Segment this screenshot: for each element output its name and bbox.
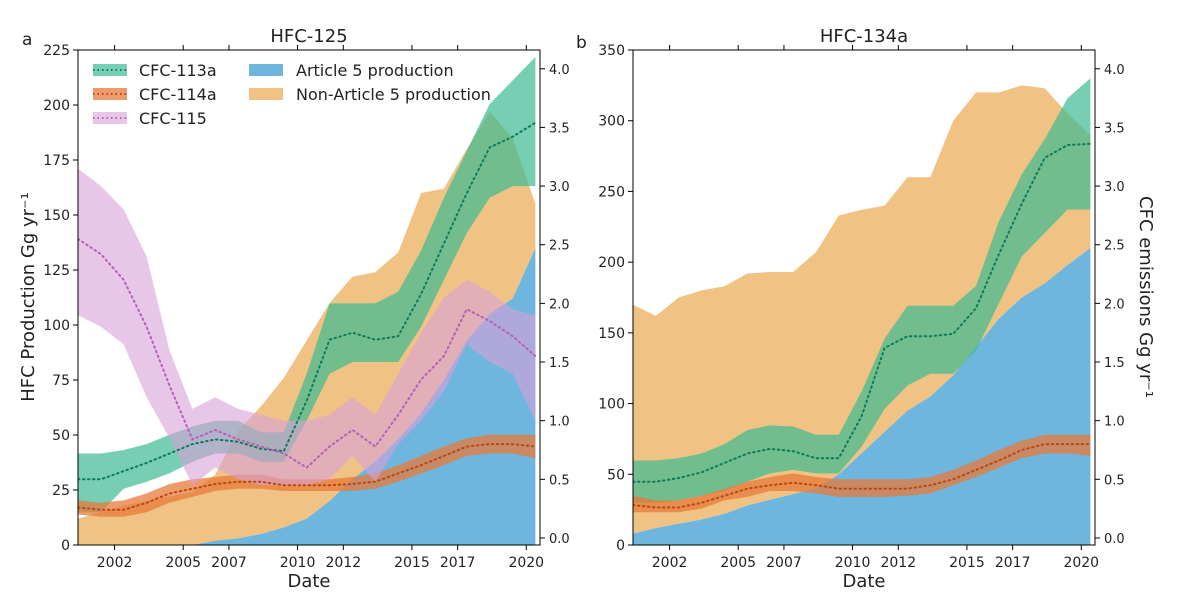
y2-tick-label: 4.0 xyxy=(549,63,570,78)
nonarticle5-area xyxy=(78,111,536,545)
y-tick-label: 300 xyxy=(598,114,625,130)
y2-tick-label: 0.0 xyxy=(1104,532,1125,547)
y2-tick-label: 1.0 xyxy=(549,415,570,430)
legend-label-cfc-113a: CFC-113a xyxy=(139,61,217,80)
y-tick-label: 0 xyxy=(61,538,70,554)
legend-label-cfc-114a: CFC-114a xyxy=(139,85,217,104)
legend-swatch-cfc-114a xyxy=(93,88,127,100)
legend-label-cfc-115: CFC-115 xyxy=(139,109,207,128)
panel-b: b HFC-134a 2002 2005 2007 2010 2012 2015 2017 2… xyxy=(576,26,1156,592)
y-tick-label: 200 xyxy=(43,98,70,114)
y-tick-label: 75 xyxy=(52,373,70,389)
cfc-114a-center-line xyxy=(633,443,1092,509)
y2-axis-label: CFC emissions Gg yr⁻¹ xyxy=(1135,196,1156,398)
x-tick-label: 2015 xyxy=(949,555,985,571)
y-tick-label: 100 xyxy=(43,318,70,334)
panel-label: b xyxy=(576,33,587,53)
y2-tick-label: 0.0 xyxy=(549,532,570,547)
x-tick-label: 2020 xyxy=(508,555,544,571)
legend-swatch-cfc-115 xyxy=(93,112,127,124)
y-tick-label: 150 xyxy=(598,326,625,342)
y-tick-label: 350 xyxy=(598,43,625,59)
y2-tick-label: 2.5 xyxy=(1104,239,1125,254)
y2-tick-label: 0.5 xyxy=(549,473,570,488)
y2-tick-label: 3.5 xyxy=(549,121,570,136)
y-tick-label: 150 xyxy=(43,208,70,224)
legend-label-article5: Article 5 production xyxy=(296,61,454,80)
nonarticle5-area xyxy=(633,85,1091,534)
y2-tick-label: 2.0 xyxy=(549,297,570,312)
x-tick-label: 2007 xyxy=(211,555,247,571)
legend-swatch-article5 xyxy=(249,64,283,76)
y2-tick-label: 1.0 xyxy=(1104,415,1125,430)
x-tick-label: 2010 xyxy=(835,555,871,571)
panel-label: a xyxy=(22,30,32,50)
y-tick-label: 200 xyxy=(598,255,625,271)
y2-tick-label: 4.0 xyxy=(1104,63,1125,78)
y-tick-label: 225 xyxy=(43,43,70,59)
x-tick-label: 2002 xyxy=(97,555,133,571)
x-tick-label: 2012 xyxy=(325,555,361,571)
y-tick-label: 100 xyxy=(598,397,625,413)
y2-tick-label: 0.5 xyxy=(1104,473,1125,488)
x-tick-label: 2017 xyxy=(995,555,1031,571)
x-tick-label: 2010 xyxy=(280,555,316,571)
y2-tick-label: 3.5 xyxy=(1104,121,1125,136)
y2-tick-label: 1.5 xyxy=(1104,356,1125,371)
y2-tick-label: 1.5 xyxy=(549,356,570,371)
y-tick-label: 50 xyxy=(52,428,70,444)
panel-a: a HFC-125 2002 2005 2007 2010 2012 2015 2017 20… xyxy=(18,26,570,592)
y-tick-label: 0 xyxy=(616,538,625,554)
x-tick-label: 2020 xyxy=(1063,555,1099,571)
cfc-113a-band xyxy=(78,57,536,513)
y2-tick-label: 3.0 xyxy=(1104,180,1125,195)
plot-frame xyxy=(77,49,541,546)
chart-title: HFC-134a xyxy=(820,26,908,47)
x-axis-label: Date xyxy=(287,571,330,592)
x-tick-label: 2005 xyxy=(720,555,756,571)
legend-label-nonarticle5: Non-Article 5 production xyxy=(296,85,491,104)
legend: CFC-113a CFC-114a CFC-115 Article 5 prod… xyxy=(93,61,491,128)
x-tick-label: 2007 xyxy=(766,555,802,571)
cfc-115-center-line xyxy=(78,237,537,469)
y-tick-label: 25 xyxy=(52,483,70,499)
y2-tick-label: 2.5 xyxy=(549,239,570,254)
cfc-113a-center-line xyxy=(633,142,1092,483)
x-tick-label: 2002 xyxy=(652,555,688,571)
y-tick-label: 175 xyxy=(43,153,70,169)
y2-tick-label: 2.0 xyxy=(1104,297,1125,312)
cfc-115-band xyxy=(78,168,536,486)
cfc-114a-band xyxy=(78,434,536,517)
chart-title: HFC-125 xyxy=(270,26,347,47)
cfc-113a-center-line xyxy=(78,121,537,481)
x-tick-label: 2012 xyxy=(880,555,916,571)
y-tick-label: 250 xyxy=(598,184,625,200)
cfc-114a-band xyxy=(633,434,1091,513)
x-tick-label: 2015 xyxy=(394,555,430,571)
x-axis-label: Date xyxy=(842,571,885,592)
x-tick-label: 2017 xyxy=(440,555,476,571)
y2-tick-label: 3.0 xyxy=(549,180,570,195)
legend-swatch-nonarticle5 xyxy=(249,88,283,100)
legend-swatch-cfc-113a xyxy=(93,64,127,76)
y-tick-label: 125 xyxy=(43,263,70,279)
x-tick-label: 2005 xyxy=(165,555,201,571)
plot-frame xyxy=(632,49,1096,546)
y-tick-label: 50 xyxy=(607,467,625,483)
cfc-113a-band xyxy=(633,78,1091,503)
cfc-114a-center-line xyxy=(78,443,537,511)
y-axis-label: HFC Production Gg yr⁻¹ xyxy=(18,192,39,402)
